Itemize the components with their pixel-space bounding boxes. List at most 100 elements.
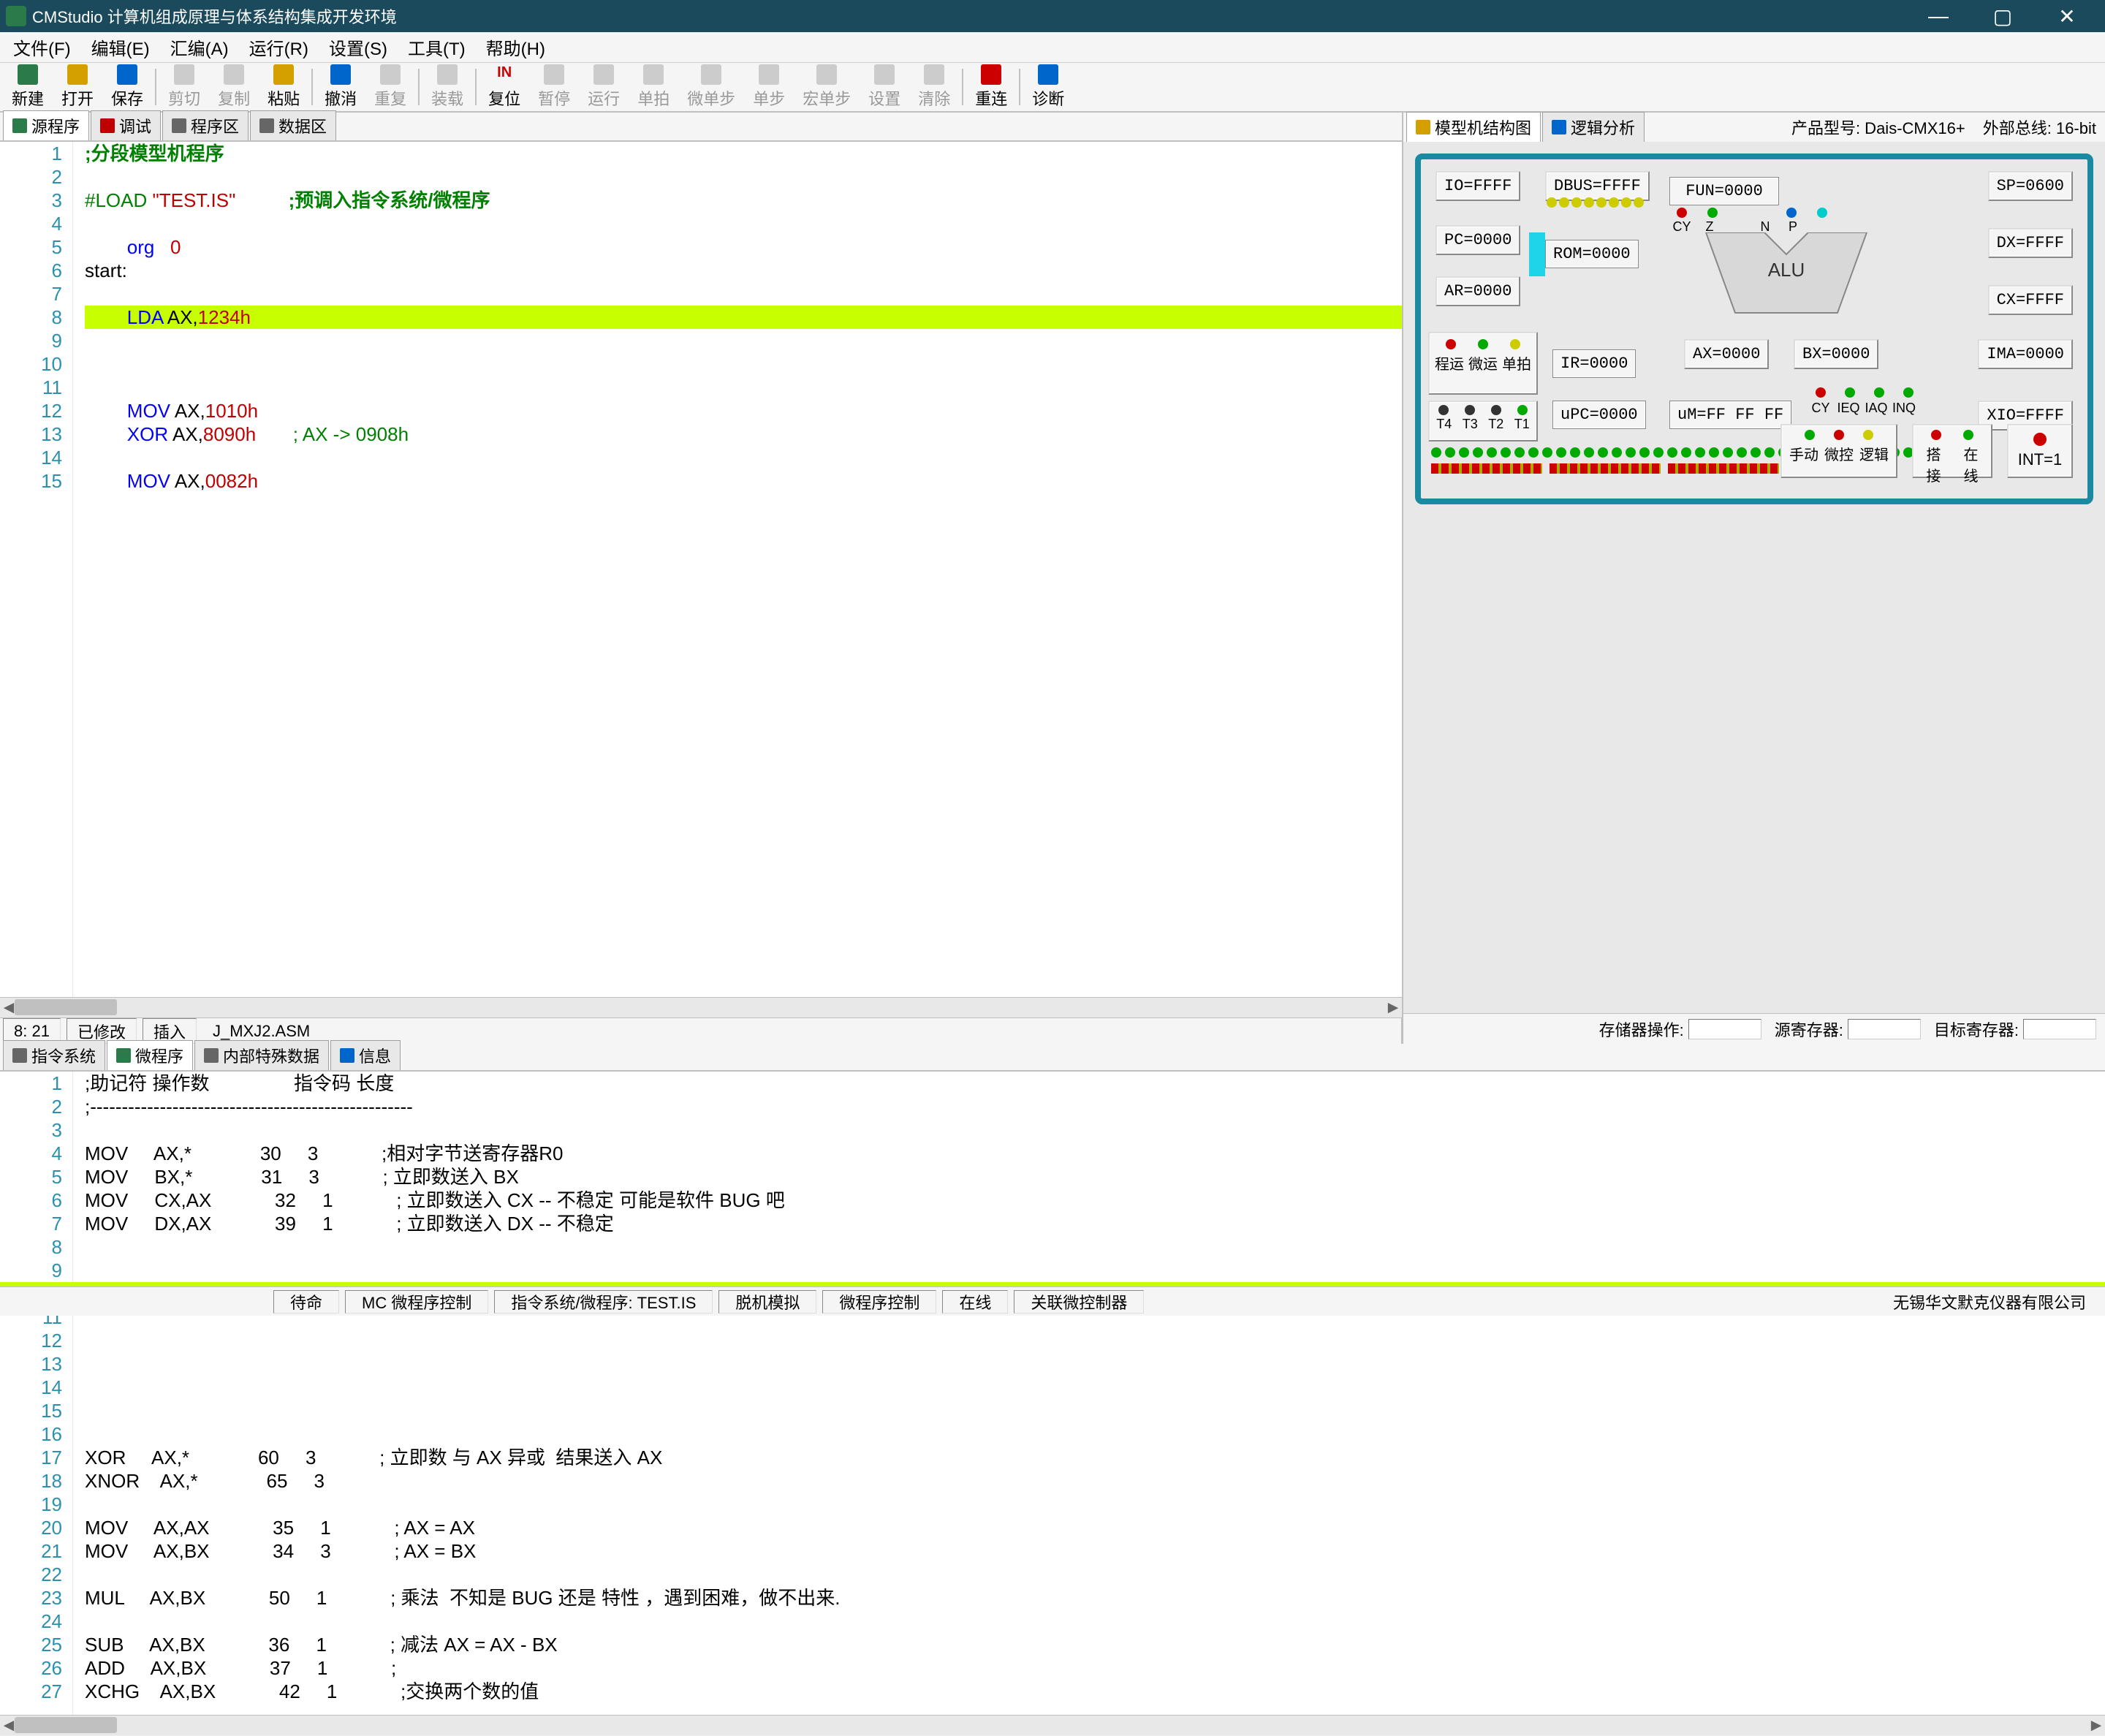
reg-ima[interactable]: IMA=0000 [1978,339,2073,369]
tab-调试[interactable]: 调试 [91,110,161,140]
tab-模型机结构图[interactable]: 模型机结构图 [1406,112,1541,142]
reg-cx[interactable]: CX=FFFF [1988,285,2073,315]
code-line[interactable] [85,1259,2105,1282]
code-line[interactable] [85,1422,2105,1446]
src-reg-field[interactable] [1848,1019,1921,1039]
code-line[interactable]: XOR AX,* 60 3 ; 立即数 与 AX 异或 结果送入 AX [85,1446,2105,1469]
toolbtn-清除[interactable]: 清除 [909,63,959,111]
toolbtn-暂停[interactable]: 暂停 [529,63,579,111]
toolbtn-重连[interactable]: 重连 [966,63,1016,111]
toolbtn-保存[interactable]: 保存 [102,63,152,111]
toolbtn-复位[interactable]: IN复位 [479,63,529,111]
reg-bx[interactable]: BX=0000 [1794,339,1878,369]
reg-ax[interactable]: AX=0000 [1684,339,1769,369]
code-line[interactable]: MOV CX,AX 32 1 ; 立即数送入 CX -- 不稳定 可能是软件 B… [85,1189,2105,1212]
reg-upc[interactable]: uPC=0000 [1552,401,1646,429]
toolbtn-微单步[interactable]: 微单步 [678,63,744,111]
menu-item[interactable]: 设置(S) [319,30,398,64]
scroll-thumb[interactable] [15,1717,117,1733]
toolbtn-新建[interactable]: 新建 [3,63,53,111]
toolbtn-粘贴[interactable]: 粘贴 [259,63,308,111]
code-line[interactable]: ;分段模型机程序 [85,142,1402,165]
tab-逻辑分析[interactable]: 逻辑分析 [1542,112,1645,142]
code-line[interactable] [85,329,1402,352]
menu-item[interactable]: 文件(F) [3,30,81,64]
code-line[interactable]: start: [85,259,1402,282]
code-line[interactable]: MOV DX,AX 39 1 ; 立即数送入 DX -- 不稳定 [85,1212,2105,1235]
code-line[interactable]: ;---------------------------------------… [85,1095,2105,1118]
reg-dx[interactable]: DX=FFFF [1988,228,2073,258]
tab-信息[interactable]: 信息 [330,1040,401,1070]
code-line[interactable] [85,1329,2105,1352]
code-line[interactable]: XCHG AX,BX 42 1 ;交换两个数的值 [85,1680,2105,1703]
reg-dbus[interactable]: DBUS=FFFF [1545,171,1650,201]
code-line[interactable] [85,376,1402,399]
lower-editor[interactable]: 1234567891011121314151617181920212223242… [0,1072,2105,1715]
reg-ar[interactable]: AR=0000 [1435,276,1520,306]
code-line[interactable]: #LOAD "TEST.IS" ;预调入指令系统/微程序 [85,189,1402,212]
reg-um[interactable]: uM=FF FF FF [1669,401,1791,429]
code-line[interactable]: ;助记符 操作数 指令码 长度 [85,1072,2105,1095]
ctrlbox-2[interactable]: 手动微控逻辑 [1780,424,1897,478]
code-line[interactable] [85,1235,2105,1259]
reg-ir[interactable]: IR=0000 [1552,349,1636,378]
code-line[interactable]: MOV AX,AX 35 1 ; AX = AX [85,1516,2105,1539]
tab-程序区[interactable]: 程序区 [162,110,249,140]
code-line[interactable] [85,1563,2105,1586]
code-line[interactable] [85,1352,2105,1376]
toolbtn-装载[interactable]: 装载 [422,63,472,111]
code-area[interactable]: ;分段模型机程序#LOAD "TEST.IS" ;预调入指令系统/微程序 org… [85,142,1402,997]
reg-fun[interactable]: FUN=0000 [1669,177,1779,205]
menu-item[interactable]: 编辑(E) [81,30,160,64]
menu-item[interactable]: 工具(T) [398,30,476,64]
code-line[interactable]: MUL AX,BX 50 1 ; 乘法 不知是 BUG 还是 特性 ，遇到困难，… [85,1586,2105,1610]
code-line[interactable] [85,1118,2105,1142]
tab-数据区[interactable]: 数据区 [250,110,336,140]
code-line[interactable]: MOV AX,0082h [85,469,1402,493]
minimize-button[interactable]: — [1906,0,1971,32]
toolbtn-复制[interactable]: 复制 [209,63,259,111]
code-line[interactable]: MOV AX,* 30 3 ;相对字节送寄存器R0 [85,1142,2105,1165]
mode-box[interactable]: 程运微运单拍 [1428,332,1538,395]
toolbtn-设置[interactable]: 设置 [860,63,909,111]
scroll-thumb[interactable] [15,999,117,1015]
code-line[interactable] [85,352,1402,376]
reg-pc[interactable]: PC=0000 [1435,225,1520,255]
menu-item[interactable]: 帮助(H) [476,30,555,64]
menu-item[interactable]: 汇编(A) [160,30,239,64]
scroll-right-icon[interactable]: ► [2087,1716,2105,1736]
tab-指令系统[interactable]: 指令系统 [3,1040,105,1070]
maximize-button[interactable]: ▢ [1971,0,2035,32]
code-line[interactable]: XNOR AX,* 65 3 [85,1469,2105,1493]
scroll-right-icon[interactable]: ► [1384,998,1402,1018]
toolbtn-撤消[interactable]: 撤消 [316,63,365,111]
editor-hscroll[interactable]: ◄ ► [0,997,1402,1017]
code-line[interactable] [85,446,1402,469]
code-line[interactable] [85,212,1402,235]
toolbtn-宏单步[interactable]: 宏单步 [794,63,860,111]
reg-io[interactable]: IO=FFFF [1435,171,1520,201]
code-line[interactable] [85,1493,2105,1516]
code-line[interactable]: LDA AX,1234h [85,306,1402,329]
code-line[interactable]: ADD AX,BX 37 1 ; [85,1656,2105,1680]
lower-code-area[interactable]: ;助记符 操作数 指令码 长度;------------------------… [85,1072,2105,1715]
tab-微程序[interactable]: 微程序 [107,1040,193,1070]
menu-item[interactable]: 运行(R) [239,30,319,64]
code-line[interactable] [85,1610,2105,1633]
toolbtn-单拍[interactable]: 单拍 [629,63,678,111]
toolbtn-重复[interactable]: 重复 [365,63,415,111]
tab-源程序[interactable]: 源程序 [3,110,89,140]
code-line[interactable] [85,165,1402,189]
int-box[interactable]: INT=1 [2007,424,2073,478]
toolbtn-运行[interactable]: 运行 [579,63,629,111]
ctrlbox-1[interactable]: 搭接在线 [1912,424,1992,478]
code-line[interactable]: MOV AX,1010h [85,399,1402,422]
mem-op-field[interactable] [1688,1019,1761,1039]
toolbtn-诊断[interactable]: 诊断 [1023,63,1073,111]
close-button[interactable]: ✕ [2035,0,2099,32]
tab-内部特殊数据[interactable]: 内部特殊数据 [194,1040,329,1070]
code-line[interactable]: XOR AX,8090h ; AX -> 0908h [85,422,1402,446]
code-line[interactable] [85,1399,2105,1422]
reg-rom[interactable]: ROM=0000 [1545,240,1639,268]
toolbtn-打开[interactable]: 打开 [53,63,102,111]
